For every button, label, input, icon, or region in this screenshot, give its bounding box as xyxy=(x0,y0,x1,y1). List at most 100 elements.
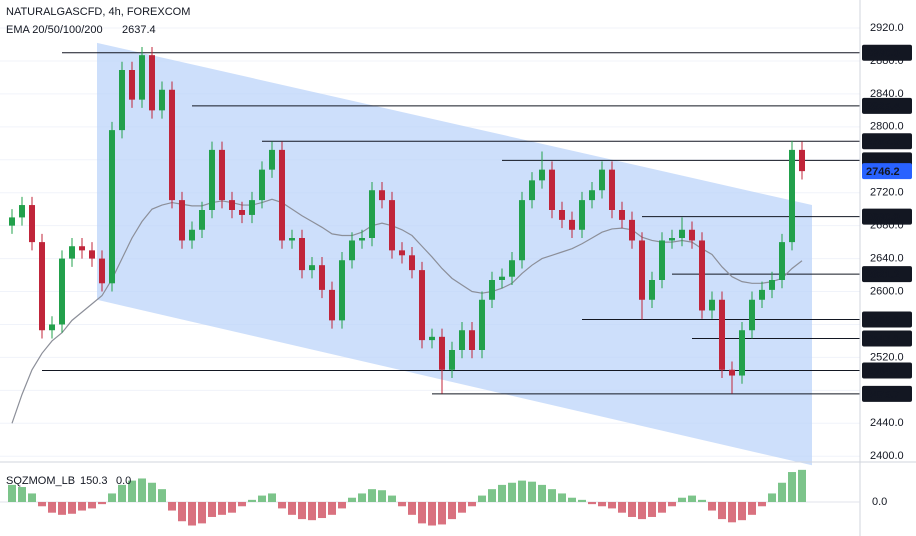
candle-body xyxy=(779,242,785,280)
momentum-bar xyxy=(658,501,666,513)
momentum-bar xyxy=(788,472,796,502)
momentum-tick-label: 0.0 xyxy=(872,496,887,508)
momentum-bar xyxy=(318,501,326,519)
momentum-bar xyxy=(248,499,256,502)
level-label-box xyxy=(862,330,912,347)
momentum-bar xyxy=(668,501,676,507)
momentum-bar xyxy=(358,493,366,502)
candle-body xyxy=(249,200,255,215)
candle-body xyxy=(619,210,625,220)
candle-body xyxy=(439,336,445,370)
momentum-bar xyxy=(448,501,456,520)
candle-body xyxy=(129,70,135,100)
candle-body xyxy=(399,250,405,256)
y-tick-label: 2440.0 xyxy=(870,417,904,429)
momentum-bar xyxy=(478,495,486,502)
momentum-bar xyxy=(778,482,786,502)
momentum-bar xyxy=(718,501,726,520)
momentum-bar xyxy=(528,481,536,502)
momentum-bar xyxy=(618,501,626,513)
momentum-bar xyxy=(18,487,26,502)
candle-body xyxy=(419,270,425,341)
momentum-bar xyxy=(288,501,296,515)
level-label-box xyxy=(862,311,912,328)
candle-body xyxy=(559,210,565,220)
candle-body xyxy=(349,240,355,261)
momentum-bar xyxy=(128,480,136,502)
candle-body xyxy=(99,258,105,284)
candle-body xyxy=(199,210,205,230)
y-tick-label: 2720.0 xyxy=(870,187,904,199)
level-label-box xyxy=(862,362,912,379)
candle-body xyxy=(279,149,285,241)
momentum-bar xyxy=(28,493,36,502)
level-label: 2621.2 xyxy=(866,269,900,281)
momentum-bar xyxy=(78,501,86,511)
candle-body xyxy=(789,149,795,243)
momentum-bar xyxy=(98,501,106,505)
candle-body xyxy=(569,219,575,230)
momentum-value: 150.3 xyxy=(80,475,108,487)
candle-body xyxy=(489,280,495,300)
momentum-bar xyxy=(38,501,46,507)
level-label-box xyxy=(862,385,912,402)
level-label: 2475.7 xyxy=(866,389,900,401)
momentum-bar xyxy=(168,501,176,511)
momentum-bar xyxy=(88,501,96,509)
candle-body xyxy=(319,265,325,290)
momentum-bar xyxy=(348,497,356,502)
momentum-bar xyxy=(468,501,476,507)
momentum-bar xyxy=(768,493,776,502)
momentum-bar xyxy=(308,501,316,521)
momentum-bar xyxy=(608,501,616,509)
momentum-bar xyxy=(588,501,596,505)
candle-body xyxy=(299,238,305,271)
candle-body xyxy=(729,369,735,376)
candle-body xyxy=(169,89,175,201)
candle-body xyxy=(189,229,195,241)
y-tick-label: 2920.0 xyxy=(870,22,904,34)
momentum-bar xyxy=(758,501,766,507)
momentum-bar xyxy=(678,497,686,502)
candle-body xyxy=(529,180,535,201)
candle-body xyxy=(9,217,15,226)
momentum-bar xyxy=(238,501,246,507)
candle-body xyxy=(159,89,165,111)
momentum-bar xyxy=(798,469,806,502)
momentum-bar xyxy=(208,501,216,517)
level-label-box xyxy=(862,133,912,150)
momentum-label: SQZMOM_LB xyxy=(6,475,75,487)
level-label: 2566.0 xyxy=(866,314,900,326)
momentum-bar xyxy=(188,501,196,526)
momentum-bar xyxy=(628,501,636,517)
candle-body xyxy=(689,229,695,241)
momentum-bar xyxy=(108,493,116,502)
level-label: 2504.1 xyxy=(866,365,900,377)
price-label: 2746.2 xyxy=(866,166,900,178)
candle-body xyxy=(579,200,585,230)
momentum-bar xyxy=(568,497,576,502)
momentum-bar xyxy=(48,501,56,513)
candle-body xyxy=(59,258,65,325)
candle-body xyxy=(669,238,675,241)
momentum-bar xyxy=(488,489,496,502)
momentum-bar xyxy=(458,501,466,513)
candle-body xyxy=(469,330,475,350)
momentum-bar xyxy=(418,501,426,524)
candle-body xyxy=(549,169,555,210)
candle-body xyxy=(769,280,775,290)
candle-body xyxy=(629,219,635,241)
candle-body xyxy=(69,246,75,259)
candle-body xyxy=(139,55,145,100)
momentum-bar xyxy=(748,501,756,515)
candle-body xyxy=(179,200,185,241)
candle-body xyxy=(209,149,215,210)
indicator-value: 2637.4 xyxy=(122,24,156,36)
level-label: 2690.9 xyxy=(866,212,900,224)
momentum-bar xyxy=(278,501,286,509)
level-label: 2543.0 xyxy=(866,333,900,345)
candle-body xyxy=(799,149,805,172)
candle-body xyxy=(749,299,755,331)
candle-body xyxy=(479,299,485,350)
momentum-bar xyxy=(738,501,746,521)
